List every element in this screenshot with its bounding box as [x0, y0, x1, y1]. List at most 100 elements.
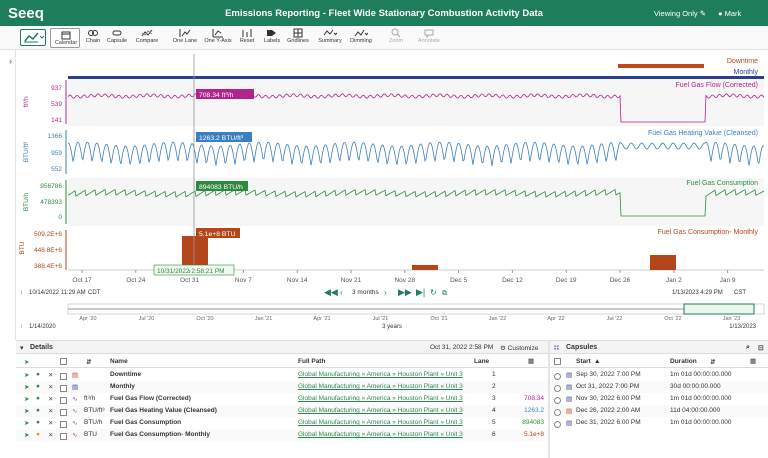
display-range-end[interactable]: 1/13/2023 4:29 PM: [672, 290, 723, 296]
item-name[interactable]: Downtime: [110, 371, 142, 378]
capsules-select-all[interactable]: [554, 358, 561, 367]
monthly-bar-dec[interactable]: [650, 255, 676, 270]
overview-end[interactable]: 1/13/2023: [729, 324, 756, 330]
chevron-right-icon[interactable]: ›: [9, 56, 12, 66]
item-name[interactable]: Fuel Gas Heating Value (Cleansed): [110, 407, 217, 414]
trend-chart[interactable]: Downtime Monthly Fuel Gas Flow (Correcte…: [16, 50, 768, 340]
monthly-bar-nov[interactable]: [412, 265, 438, 270]
user-menu[interactable]: ● Mark: [718, 9, 742, 18]
info-icon[interactable]: ●: [36, 371, 40, 378]
nudge-forward-icon[interactable]: ›: [384, 288, 387, 297]
capsule-row[interactable]: ▤ Dec 26, 2022 2:00 AM 11d 04:00:00.000: [550, 405, 768, 417]
item-name[interactable]: Fuel Gas Consumption- Monthly: [110, 431, 211, 438]
overview-duration[interactable]: 3 years: [382, 324, 402, 330]
labels-button[interactable]: Labels: [262, 28, 282, 44]
display-duration[interactable]: 3 months: [352, 289, 379, 296]
trend-view-button[interactable]: [20, 29, 46, 46]
chain-button[interactable]: Chain: [84, 28, 102, 44]
pin-icon[interactable]: ➤: [24, 384, 30, 391]
capsule-row[interactable]: ▤ Nov 30, 2022 6:00 PM 1m 01d 00:00:00.000: [550, 393, 768, 405]
summary-button[interactable]: Summary: [316, 28, 344, 44]
column-lane[interactable]: Lane: [474, 358, 490, 365]
item-full-path[interactable]: Global Manufacturing » America » Houston…: [298, 395, 463, 402]
item-name[interactable]: Fuel Gas Consumption: [110, 419, 182, 426]
remove-icon[interactable]: ✕: [48, 432, 54, 439]
item-full-path[interactable]: Global Manufacturing » America » Houston…: [298, 383, 463, 390]
one-y-axis-button[interactable]: One Y-Axis: [204, 28, 232, 44]
column-name[interactable]: Name: [110, 358, 128, 365]
overview-selection[interactable]: [683, 303, 755, 315]
column-duration[interactable]: Duration: [670, 358, 697, 365]
sort-icon[interactable]: ⇵: [86, 359, 92, 366]
pin-icon[interactable]: ➤: [24, 408, 30, 415]
pin-icon[interactable]: ➤: [24, 359, 30, 366]
info-icon[interactable]: ●: [36, 407, 40, 414]
compare-button[interactable]: Compare: [134, 28, 160, 44]
step-back-icon[interactable]: ◀◀: [324, 287, 338, 297]
monthly-bar-oct[interactable]: [182, 236, 208, 270]
downtime-capsule[interactable]: [618, 64, 704, 68]
pin-icon[interactable]: ➤: [24, 396, 30, 403]
column-start[interactable]: Start: [576, 358, 591, 365]
viewing-mode[interactable]: Viewing Only ✎: [654, 9, 707, 18]
one-lane-button[interactable]: One Lane: [172, 28, 198, 44]
details-toggle-icon[interactable]: ▾: [20, 345, 24, 352]
remove-icon[interactable]: ✕: [48, 420, 54, 427]
heating-series-line[interactable]: [67, 141, 765, 166]
pane-divider[interactable]: [548, 340, 550, 458]
arrow-up-icon[interactable]: ↑: [20, 324, 23, 330]
item-full-path[interactable]: Global Manufacturing » America » Houston…: [298, 371, 463, 378]
sort-icon[interactable]: ⇵: [710, 359, 716, 366]
remove-icon[interactable]: ✕: [48, 408, 54, 415]
pin-icon[interactable]: ➤: [24, 372, 30, 379]
customize-button[interactable]: ⚙ Customize: [500, 345, 539, 352]
item-name[interactable]: Fuel Gas Flow (Corrected): [110, 395, 191, 402]
details-row[interactable]: ➤ ● ✕ ▤ Monthly Global Manufacturing » Americ…: [16, 381, 548, 393]
expand-icon[interactable]: ⧉: [442, 290, 447, 297]
item-name[interactable]: Monthly: [110, 383, 135, 390]
item-full-path[interactable]: Global Manufacturing » America » Houston…: [298, 431, 463, 438]
pin-icon[interactable]: ➤: [24, 420, 30, 427]
capsules-settings-icon[interactable]: ▦: [750, 358, 757, 365]
arrow-up-icon[interactable]: ↓: [20, 290, 23, 296]
gridlines-button[interactable]: Gridlines: [286, 28, 310, 44]
dimming-button[interactable]: Dimming: [348, 28, 374, 44]
refresh-icon[interactable]: ↻: [430, 288, 437, 297]
capsule-row[interactable]: ▤ Sep 30, 2022 7:00 PM 1m 01d 00:00:00.000: [550, 369, 768, 381]
display-range-start[interactable]: 10/14/2022 11:29 AM: [29, 290, 86, 296]
consumption-series-line[interactable]: [67, 188, 765, 217]
capsule-row[interactable]: ▤ Oct 31, 2022 7:00 PM 30d 00:00:00.000: [550, 381, 768, 393]
table-settings-icon[interactable]: ▦: [528, 358, 535, 365]
flow-series-line[interactable]: [67, 93, 765, 123]
overview-start[interactable]: 1/14/2020: [29, 324, 56, 330]
capsule-button[interactable]: Capsule: [106, 28, 128, 44]
calendar-button[interactable]: Calendar: [50, 28, 80, 48]
step-forward-icon[interactable]: ▶▶: [398, 287, 412, 297]
search-icon[interactable]: ⌕: [746, 344, 750, 351]
remove-icon[interactable]: ✕: [48, 372, 54, 379]
collapse-icon[interactable]: ⊟: [758, 345, 764, 352]
details-row[interactable]: ➤ ● ✕ ∿ BTU/ft³ Fuel Gas Heating Value (Clean…: [16, 405, 548, 417]
annotate-button[interactable]: Annotate: [416, 28, 442, 44]
remove-icon[interactable]: ✕: [48, 384, 54, 391]
info-icon[interactable]: ●: [36, 383, 40, 390]
sort-up-icon[interactable]: ▲: [594, 358, 601, 365]
capsule-row[interactable]: ▤ Dec 31, 2022 6:00 PM 1m 01d 00:00:00.000: [550, 417, 768, 429]
details-row[interactable]: ➤ ● ✕ ∿ BTU Fuel Gas Consumption- Monthly Glob…: [16, 429, 548, 441]
pin-icon[interactable]: ➤: [24, 432, 30, 439]
monthly-capsules[interactable]: [68, 76, 764, 79]
zoom-button[interactable]: Zoom: [386, 28, 406, 44]
select-all-checkbox[interactable]: [60, 358, 67, 367]
remove-icon[interactable]: ✕: [48, 396, 54, 403]
column-full-path[interactable]: Full Path: [298, 358, 326, 365]
info-icon[interactable]: ●: [36, 419, 40, 426]
item-full-path[interactable]: Global Manufacturing » America » Houston…: [298, 407, 463, 414]
jump-to-now-icon[interactable]: ▶|: [416, 287, 425, 297]
seeq-logo[interactable]: Seeq: [6, 3, 66, 23]
warning-icon[interactable]: ●: [36, 431, 40, 438]
details-row[interactable]: ➤ ● ✕ ▤ Downtime Global Manufacturing » Ameri…: [16, 369, 548, 381]
reset-button[interactable]: Reset: [238, 28, 256, 44]
item-full-path[interactable]: Global Manufacturing » America » Houston…: [298, 419, 463, 426]
details-row[interactable]: ➤ ● ✕ ∿ ft³/h Fuel Gas Flow (Corrected) Global…: [16, 393, 548, 405]
details-row[interactable]: ➤ ● ✕ ∿ BTU/h Fuel Gas Consumption Global Manu…: [16, 417, 548, 429]
